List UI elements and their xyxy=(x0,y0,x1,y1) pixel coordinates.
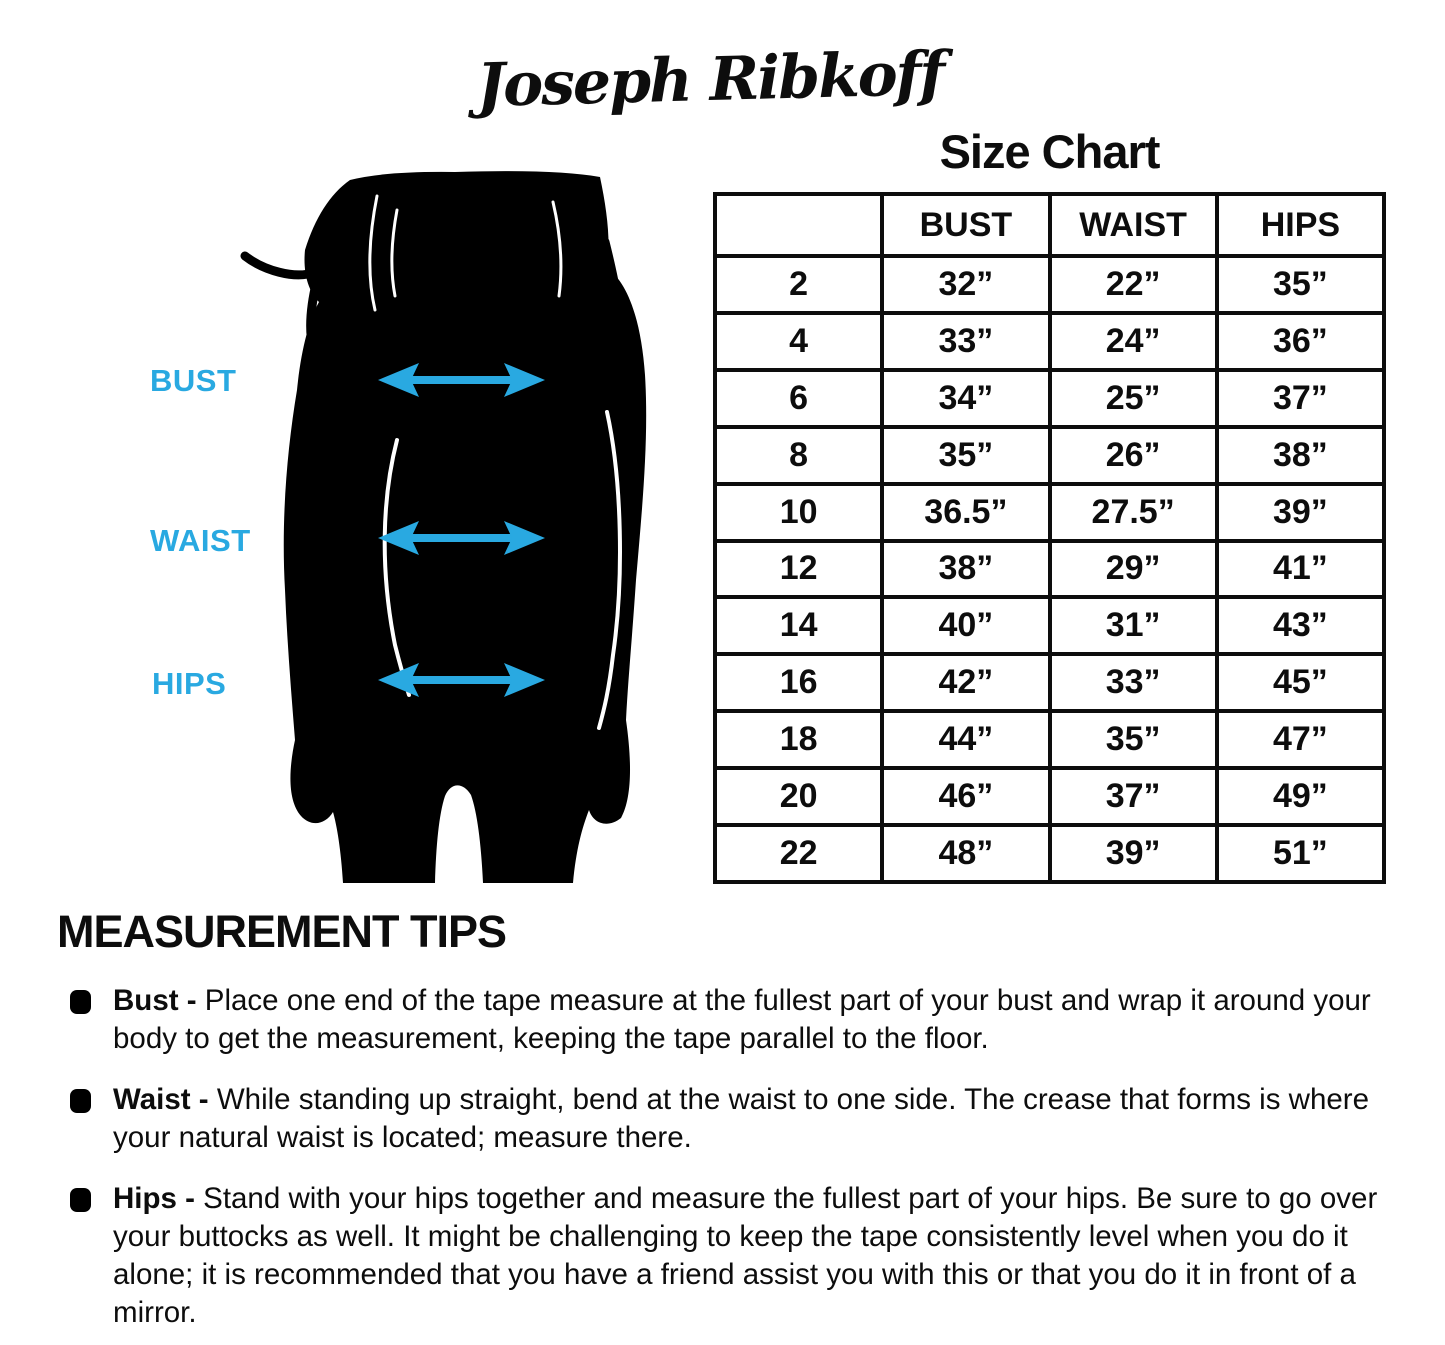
tips-list: Bust - Place one end of the tape measure… xyxy=(62,982,1407,1332)
table-cell: 41” xyxy=(1214,538,1387,600)
table-row: 18 44” 35” 47” xyxy=(712,709,1387,771)
table-cell: 24” xyxy=(1047,310,1219,372)
table-cell: 31” xyxy=(1047,595,1219,657)
table-cell: 39” xyxy=(1214,481,1387,543)
table-cell: 38” xyxy=(1214,424,1387,486)
bust-label: BUST xyxy=(150,363,237,398)
table-cell: 40” xyxy=(880,595,1052,657)
table-row: 14 40” 31” 43” xyxy=(712,595,1387,657)
tip-term: Bust xyxy=(113,984,179,1017)
table-cell: 29” xyxy=(1047,538,1219,600)
table-cell: 42” xyxy=(880,652,1052,714)
size-cell: 12 xyxy=(712,538,885,600)
table-cell: 37” xyxy=(1214,367,1387,429)
size-cell: 6 xyxy=(712,367,885,429)
table-row: 10 36.5” 27.5” 39” xyxy=(712,481,1387,543)
table-cell: 27.5” xyxy=(1047,481,1219,543)
bullet-icon xyxy=(70,1089,91,1113)
size-table: BUST WAIST HIPS 2 32” 22” 35” 4 33” 24” … xyxy=(712,192,1387,884)
table-cell: 36” xyxy=(1214,310,1387,372)
size-cell: 10 xyxy=(712,481,885,543)
tip-separator: - xyxy=(176,1182,204,1215)
tip-text: Bust - Place one end of the tape measure… xyxy=(113,982,1403,1058)
table-row: 6 34” 25” 37” xyxy=(712,367,1387,429)
tip-term: Waist xyxy=(113,1083,191,1116)
table-cell: 33” xyxy=(1047,652,1219,714)
table-cell: 37” xyxy=(1047,766,1219,828)
bullet-icon xyxy=(70,1188,91,1212)
table-row: 20 46” 37” 49” xyxy=(712,766,1387,828)
list-item: Hips - Stand with your hips together and… xyxy=(62,1180,1407,1332)
female-silhouette xyxy=(240,171,647,883)
table-row: 16 42” 33” 45” xyxy=(712,652,1387,714)
table-cell: 36.5” xyxy=(880,481,1052,543)
table-row: 8 35” 26” 38” xyxy=(712,424,1387,486)
table-cell: 45” xyxy=(1214,652,1387,714)
list-item: Bust - Place one end of the tape measure… xyxy=(62,982,1407,1058)
bust-arrow xyxy=(378,363,545,397)
waist-column-header: WAIST xyxy=(1047,192,1219,258)
table-cell: 38” xyxy=(880,538,1052,600)
waist-label: WAIST xyxy=(150,523,251,558)
table-cell: 49” xyxy=(1214,766,1387,828)
tip-text: Waist - While standing up straight, bend… xyxy=(113,1081,1403,1157)
table-cell: 48” xyxy=(880,823,1052,884)
waist-arrow xyxy=(378,521,545,555)
size-cell: 20 xyxy=(712,766,885,828)
measurement-diagram xyxy=(235,150,675,885)
table-cell: 35” xyxy=(1047,709,1219,771)
table-row: 4 33” 24” 36” xyxy=(712,310,1387,372)
size-cell: 4 xyxy=(712,310,885,372)
tip-separator: - xyxy=(190,1083,217,1116)
size-column-header xyxy=(712,192,885,258)
tip-text: Hips - Stand with your hips together and… xyxy=(113,1180,1403,1332)
table-cell: 44” xyxy=(880,709,1052,771)
tip-term: Hips xyxy=(113,1182,177,1215)
size-cell: 8 xyxy=(712,424,885,486)
page-title: Size Chart xyxy=(939,125,1161,178)
size-cell: 18 xyxy=(712,709,885,771)
table-row: 22 48” 39” 51” xyxy=(712,823,1387,884)
tip-body: Stand with your hips together and measur… xyxy=(113,1182,1378,1329)
hips-arrow xyxy=(378,663,545,697)
table-cell: 43” xyxy=(1214,595,1387,657)
table-cell: 32” xyxy=(880,254,1052,315)
table-cell: 26” xyxy=(1047,424,1219,486)
table-cell: 25” xyxy=(1047,367,1219,429)
table-cell: 35” xyxy=(880,424,1052,486)
table-cell: 39” xyxy=(1047,823,1219,884)
table-cell: 22” xyxy=(1047,254,1219,315)
table-cell: 47” xyxy=(1214,709,1387,771)
hips-label: HIPS xyxy=(152,666,227,701)
table-cell: 34” xyxy=(880,367,1052,429)
table-cell: 46” xyxy=(880,766,1052,828)
tip-body: Place one end of the tape measure at the… xyxy=(113,984,1371,1055)
bullet-icon xyxy=(70,990,91,1014)
table-cell: 35” xyxy=(1214,254,1387,315)
table-cell: 51” xyxy=(1214,823,1387,884)
table-row: 12 38” 29” 41” xyxy=(712,538,1387,600)
size-cell: 2 xyxy=(712,254,885,315)
tip-body: While standing up straight, bend at the … xyxy=(113,1083,1370,1154)
hips-column-header: HIPS xyxy=(1214,192,1387,258)
tip-separator: - xyxy=(178,984,205,1017)
size-cell: 22 xyxy=(712,823,885,884)
list-item: Waist - While standing up straight, bend… xyxy=(62,1081,1407,1157)
table-header-row: BUST WAIST HIPS xyxy=(712,192,1387,258)
table-row: 2 32” 22” 35” xyxy=(712,254,1387,315)
size-cell: 14 xyxy=(712,595,885,657)
tips-heading: MEASUREMENT TIPS xyxy=(57,906,507,957)
table-cell: 33” xyxy=(880,310,1052,372)
size-cell: 16 xyxy=(712,652,885,714)
bust-column-header: BUST xyxy=(880,192,1052,258)
